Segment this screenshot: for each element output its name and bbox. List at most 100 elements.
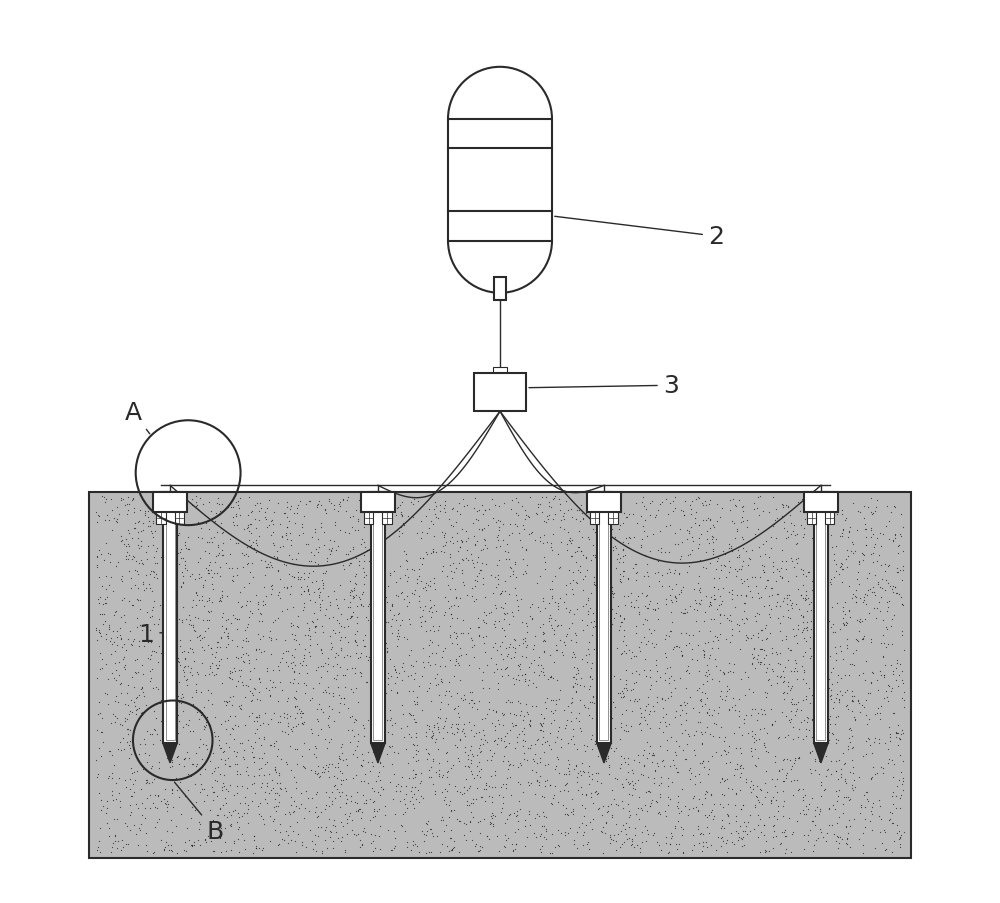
Point	[691, 681, 707, 695]
Point	[824, 541, 840, 555]
Point	[754, 642, 770, 656]
Point	[709, 514, 725, 528]
Point	[810, 717, 826, 731]
Point	[841, 793, 857, 807]
Point	[735, 797, 751, 812]
Point	[409, 839, 425, 853]
Point	[424, 647, 440, 661]
Point	[662, 837, 678, 852]
Point	[122, 723, 138, 738]
Point	[208, 667, 224, 682]
Point	[646, 704, 662, 719]
Point	[250, 627, 266, 641]
Point	[733, 802, 749, 816]
Point	[252, 694, 268, 708]
Point	[466, 696, 482, 711]
Point	[637, 797, 653, 812]
Point	[620, 571, 636, 585]
Point	[579, 618, 595, 632]
Point	[229, 518, 245, 533]
Point	[752, 657, 768, 672]
Point	[566, 647, 582, 662]
Point	[564, 650, 580, 665]
Point	[334, 746, 350, 760]
Point	[813, 775, 829, 789]
Point	[824, 677, 840, 692]
Point	[489, 530, 505, 545]
Point	[251, 529, 267, 544]
Point	[757, 707, 773, 721]
Point	[807, 675, 823, 689]
Point	[740, 559, 756, 573]
Point	[200, 638, 216, 652]
Point	[487, 780, 503, 795]
Point	[650, 805, 666, 820]
Point	[447, 582, 463, 597]
Point	[703, 837, 719, 852]
Point	[378, 616, 394, 630]
Point	[640, 634, 656, 648]
Point	[726, 726, 742, 740]
Point	[851, 769, 867, 784]
Point	[151, 812, 167, 826]
Point	[733, 831, 749, 845]
Point	[810, 717, 826, 731]
Point	[696, 647, 712, 662]
Point	[319, 554, 335, 569]
Point	[130, 525, 146, 539]
Point	[784, 596, 800, 610]
Point	[477, 538, 493, 553]
Point	[801, 681, 817, 695]
Point	[194, 705, 210, 720]
Point	[267, 760, 283, 775]
Point	[497, 730, 513, 744]
Point	[142, 633, 158, 647]
Point	[349, 749, 365, 764]
Point	[841, 604, 857, 619]
Point	[297, 686, 313, 701]
Point	[887, 581, 903, 595]
Point	[618, 674, 634, 688]
Point	[482, 742, 498, 757]
Point	[434, 810, 450, 824]
Point	[295, 759, 311, 773]
Point	[530, 500, 546, 515]
Point	[407, 714, 423, 729]
Point	[442, 628, 458, 642]
Point	[773, 669, 789, 684]
Point	[855, 838, 871, 852]
Point	[313, 520, 329, 535]
Point	[158, 796, 174, 811]
Point	[796, 663, 812, 677]
Point	[832, 529, 848, 544]
Point	[866, 735, 882, 749]
Point	[215, 548, 231, 563]
Point	[533, 845, 549, 860]
Point	[307, 764, 323, 778]
Point	[821, 733, 837, 748]
Point	[156, 505, 172, 519]
Point	[368, 543, 384, 557]
Point	[840, 740, 856, 754]
Point	[122, 798, 138, 813]
Point	[544, 797, 560, 812]
Point	[212, 592, 228, 607]
Point	[829, 795, 845, 809]
Point	[804, 744, 820, 759]
Point	[447, 701, 463, 715]
Point	[789, 664, 805, 678]
Point	[107, 828, 123, 842]
Point	[793, 715, 809, 730]
Point	[410, 495, 426, 509]
Point	[750, 808, 766, 823]
Point	[813, 825, 829, 840]
Point	[413, 789, 429, 804]
Point	[636, 664, 652, 678]
Point	[728, 815, 744, 829]
Point	[775, 685, 791, 700]
Point	[279, 520, 295, 535]
Point	[857, 812, 873, 826]
Point	[623, 586, 639, 600]
Point	[201, 667, 217, 682]
Point	[264, 560, 280, 574]
